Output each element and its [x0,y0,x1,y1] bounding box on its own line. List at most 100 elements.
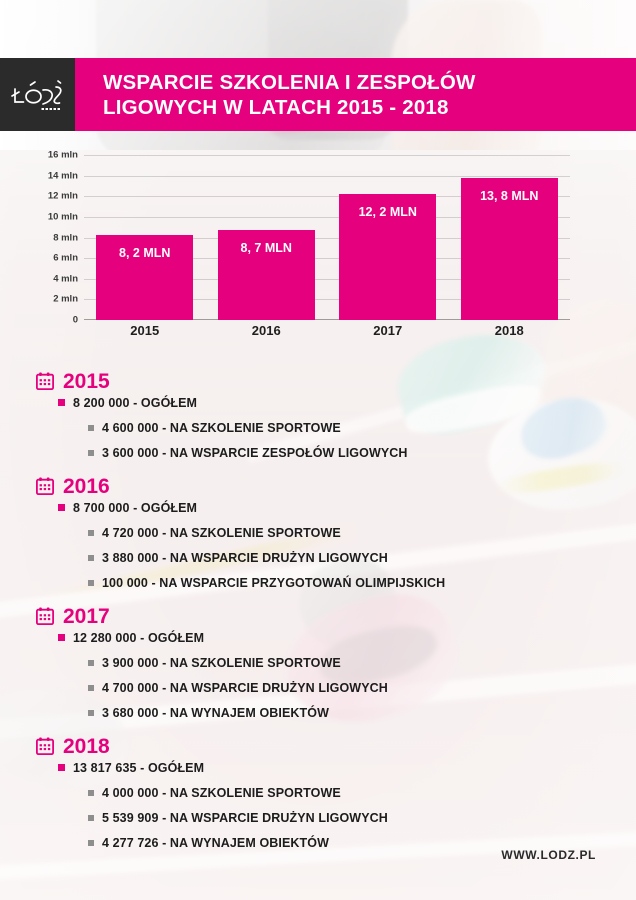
bullet-square-secondary-icon [88,840,94,846]
breakdown-amount-text: 4 720 000 - NA SZKOLENIE SPORTOWE [102,526,341,540]
chart-gridline [84,299,570,301]
bullet-square-primary-icon [58,764,65,771]
chart-x-tick-label: 2016 [251,323,281,338]
chart-gridline [84,237,570,239]
total-amount-text: 12 280 000 - OGÓŁEM [73,631,205,645]
breakdown-list-item: 100 000 - NA WSPARCIE PRZYGOTOWAŃ OLIMPI… [0,576,636,601]
bullet-square-secondary-icon [88,790,94,796]
chart-y-tick-label: 0 [72,314,78,326]
header-title-line1: WSPARCIE SZKOLENIA I ZESPOŁÓW [103,70,476,94]
chart-x-tick-label: 2018 [494,323,524,338]
breakdown-amount-text: 3 680 000 - NA WYNAJEM OBIEKTÓW [102,706,329,720]
breakdown-amount-text: 4 600 000 - NA SZKOLENIE SPORTOWE [102,421,341,435]
breakdown-amount-text: 4 000 000 - NA SZKOLENIE SPORTOWE [102,786,341,800]
chart-gridline [84,278,570,280]
bullet-square-secondary-icon [88,580,94,586]
header-title-line2: LIGOWYCH W LATACH 2015 - 2018 [103,95,449,119]
breakdown-list-item: 5 539 909 - NA WSPARCIE DRUŻYN LIGOWYCH [0,811,636,836]
chart-x-tick-label: 2015 [130,323,160,338]
chart-bar[interactable]: 8, 2 MLN [96,235,194,320]
breakdown-list-item: 4 000 000 - NA SZKOLENIE SPORTOWE [0,786,636,811]
chart-x-tick-label: 2017 [373,323,403,338]
breakdown-list-item: 4 600 000 - NA SZKOLENIE SPORTOWE [0,421,636,446]
breakdown-amount-text: 3 900 000 - NA SZKOLENIE SPORTOWE [102,656,341,670]
bullet-square-secondary-icon [88,815,94,821]
year-title-text: 2018 [63,734,110,758]
year-block-2015: 2015 8 200 000 - OGÓŁEM 4 600 000 - NA SZK… [0,366,636,471]
bullet-square-primary-icon [58,399,65,406]
total-amount-text: 13 817 635 - OGÓŁEM [73,761,205,775]
chart-y-tick-label: 6 mln [53,252,78,264]
chart-y-tick-label: 8 mln [53,232,78,243]
chart-gridline [84,196,570,198]
year-heading: 2017 [0,601,636,631]
bar-chart: 16 mln 14 mln 12 mln 10 mln 8 mln 6 mln 4 mln 2… [0,150,636,340]
breakdown-list-item: 3 680 000 - NA WYNAJEM OBIEKTÓW [0,706,636,731]
year-heading: 2018 [0,731,636,761]
total-list-item: 8 200 000 - OGÓŁEM [0,396,636,421]
header-title-band: WSPARCIE SZKOLENIA I ZESPOŁÓW LIGOWYCH W… [75,58,636,131]
bullet-square-secondary-icon [88,450,94,456]
breakdown-amount-text: 3 600 000 - NA WSPARCIE ZESPOŁÓW LIGOWYC… [102,446,408,460]
chart-bar-value-label: 13, 8 MLN [480,188,539,203]
year-block-2017: 2017 12 280 000 - OGÓŁEM 3 900 000 - NA SZ… [0,601,636,731]
chart-y-tick-label: 4 mln [53,273,78,285]
breakdown-amount-text: 3 880 000 - NA WSPARCIE DRUŻYN LIGOWYCH [102,551,388,565]
year-block-2016: 2016 8 700 000 - OGÓŁEM 4 720 000 - NA SZK… [0,471,636,601]
chart-bar[interactable]: 8, 7 MLN [217,230,315,320]
breakdown-list-item: 3 600 000 - NA WSPARCIE ZESPOŁÓW LIGOWYC… [0,446,636,471]
chart-bar[interactable]: 12, 2 MLN [339,194,437,320]
year-title-text: 2016 [63,474,110,498]
year-block-2018: 2018 13 817 635 - OGÓŁEM 4 000 000 - NA SZ… [0,731,636,861]
chart-gridline [84,216,570,218]
bullet-square-secondary-icon [88,660,94,666]
chart-y-tick-label: 16 mln [47,149,78,161]
total-list-item: 8 700 000 - OGÓŁEM [0,501,636,526]
breakdown-amount-text: 4 700 000 - NA WSPARCIE DRUŻYN LIGOWYCH [102,681,388,695]
year-title-text: 2017 [63,604,110,628]
chart-bar[interactable]: 13, 8 MLN [460,177,558,320]
total-amount-text: 8 700 000 - OGÓŁEM [73,501,198,515]
bullet-square-primary-icon [58,504,65,511]
total-list-item: 12 280 000 - OGÓŁEM [0,631,636,656]
footer-url[interactable]: WWW.LODZ.PL [501,848,596,862]
chart-bar-value-label: 8, 7 MLN [240,241,292,256]
chart-y-tick-label: 14 mln [47,170,78,182]
logo-container [0,58,75,131]
calendar-icon [36,477,54,495]
year-title-text: 2015 [63,369,110,393]
year-heading: 2015 [0,366,636,396]
total-amount-text: 8 200 000 - OGÓŁEM [73,396,198,410]
chart-y-axis-labels: 16 mln 14 mln 12 mln 10 mln 8 mln 6 mln 4 mln 2… [0,150,84,326]
year-sections-list: 2015 8 200 000 - OGÓŁEM 4 600 000 - NA SZK… [0,366,636,861]
bullet-square-secondary-icon [88,685,94,691]
chart-y-tick-label: 10 mln [47,211,78,223]
breakdown-amount-text: 100 000 - NA WSPARCIE PRZYGOTOWAŃ OLIMPI… [102,576,446,590]
breakdown-list-item: 4 700 000 - NA WSPARCIE DRUŻYN LIGOWYCH [0,681,636,706]
breakdown-list-item: 4 277 726 - NA WYNAJEM OBIEKTÓW [0,836,636,861]
chart-gridline [84,155,570,156]
chart-plot-area: 8, 2 MLN 2015 8, 7 MLN 2016 12, 2 MLN 2017 13,… [84,155,570,338]
total-list-item: 13 817 635 - OGÓŁEM [0,761,636,786]
lodz-logo-icon [10,75,66,115]
bullet-square-secondary-icon [88,425,94,431]
breakdown-amount-text: 5 539 909 - NA WSPARCIE DRUŻYN LIGOWYCH [102,811,388,825]
chart-x-axis [84,318,570,320]
breakdown-list-item: 3 880 000 - NA WSPARCIE DRUŻYN LIGOWYCH [0,551,636,576]
chart-bar-value-label: 8, 2 MLN [119,246,171,261]
chart-gridline [84,175,570,177]
chart-y-tick-label: 12 mln [47,190,78,202]
bullet-square-secondary-icon [88,555,94,561]
calendar-icon [36,372,54,390]
chart-bar-value-label: 12, 2 MLN [358,205,417,220]
calendar-icon [36,737,54,755]
bullet-square-secondary-icon [88,530,94,536]
bullet-square-secondary-icon [88,710,94,716]
bullet-square-primary-icon [58,634,65,641]
chart-y-tick-label: 2 mln [53,293,78,305]
chart-gridline [84,258,570,260]
year-heading: 2016 [0,471,636,501]
